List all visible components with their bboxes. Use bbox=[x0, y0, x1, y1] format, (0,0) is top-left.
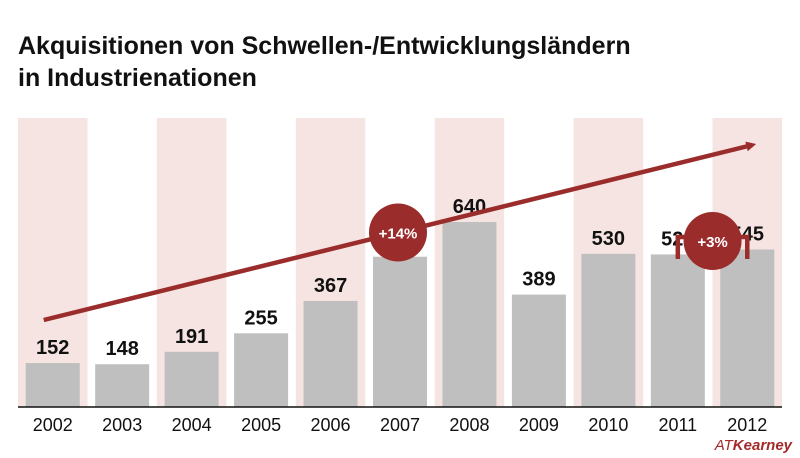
bar-2004 bbox=[164, 351, 219, 407]
bar-2003 bbox=[95, 364, 150, 407]
x-tick-label-2011: 2011 bbox=[658, 415, 697, 435]
background-stripe-2002 bbox=[18, 118, 88, 407]
data-label-2005: 255 bbox=[244, 307, 277, 329]
data-label-2004: 191 bbox=[175, 326, 208, 348]
x-tick-label-2005: 2005 bbox=[241, 415, 281, 435]
x-tick-label-2002: 2002 bbox=[33, 415, 73, 435]
x-tick-label-2006: 2006 bbox=[311, 415, 351, 435]
bar-2008 bbox=[442, 222, 497, 407]
x-tick-label-2008: 2008 bbox=[449, 415, 489, 435]
data-label-2002: 152 bbox=[36, 337, 69, 359]
bar-2010 bbox=[581, 253, 636, 407]
logo-prefix: AT bbox=[714, 437, 733, 454]
trend-badge bbox=[369, 203, 427, 262]
x-tick-label-2007: 2007 bbox=[380, 415, 420, 435]
chart-title: Akquisitionen von Schwellen-/Entwicklung… bbox=[18, 30, 631, 94]
trend-badge-label: +14% bbox=[379, 226, 418, 243]
bracket-badge-label: +3% bbox=[697, 234, 727, 251]
bar-2005 bbox=[234, 333, 289, 407]
x-tick-label-2003: 2003 bbox=[102, 415, 142, 435]
bar-2007 bbox=[373, 256, 427, 407]
x-tick-label-2004: 2004 bbox=[172, 415, 212, 435]
bar-2002 bbox=[25, 363, 80, 407]
data-label-2009: 389 bbox=[522, 269, 555, 291]
bracket-badge bbox=[683, 212, 742, 270]
x-tick-label-2010: 2010 bbox=[588, 415, 628, 435]
logo-name: Kearney bbox=[732, 437, 792, 454]
bar-2006 bbox=[303, 300, 358, 407]
logo: ATKearney bbox=[715, 437, 792, 454]
bar-2011 bbox=[650, 254, 705, 407]
chart-title-line-2: in Industrienationen bbox=[18, 64, 257, 92]
data-label-2006: 367 bbox=[314, 275, 347, 297]
chart-title-line-1: Akquisitionen von Schwellen-/Entwicklung… bbox=[18, 32, 631, 60]
data-label-2003: 148 bbox=[105, 338, 138, 360]
bar-2009 bbox=[511, 294, 566, 407]
data-label-2010: 530 bbox=[592, 228, 625, 250]
x-tick-label-2012: 2012 bbox=[727, 415, 767, 435]
bar-2012 bbox=[720, 249, 775, 407]
x-tick-label-2009: 2009 bbox=[519, 415, 559, 435]
